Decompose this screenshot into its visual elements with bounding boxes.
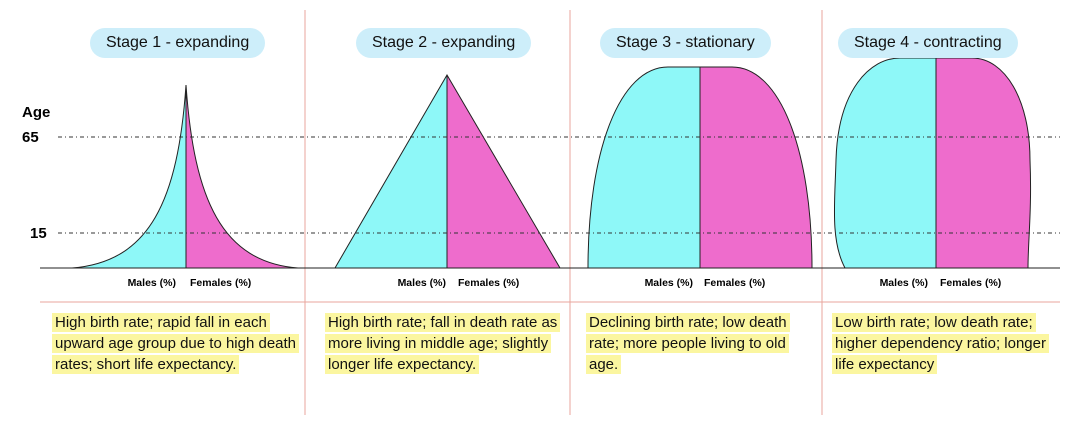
axis-label: Age (22, 104, 50, 121)
males-label: Males (%) (398, 277, 446, 289)
pyramid-1 (71, 84, 299, 269)
females-label: Females (%) (940, 277, 1001, 289)
text: Declining birth rate; low death rate; mo… (586, 313, 790, 374)
stage-title: Stage 4 - contracting (838, 28, 1018, 58)
text: High birth rate; fall in death rate as m… (325, 313, 561, 374)
stage-description: High birth rate; rapid fall in each upwa… (52, 312, 300, 375)
females-label: Females (%) (704, 277, 765, 289)
stage-title: Stage 1 - expanding (90, 28, 266, 58)
stage-title: Stage 2 - expanding (356, 28, 532, 58)
text: Low birth rate; low death rate; higher d… (832, 313, 1049, 374)
males-label: Males (%) (880, 277, 928, 289)
females-label: Females (%) (190, 277, 251, 289)
males-label: Males (%) (645, 277, 693, 289)
tick-label: 15 (30, 225, 47, 242)
tick-label: 65 (22, 129, 39, 146)
guides (40, 136, 1060, 269)
stage-title: Stage 3 - stationary (600, 28, 771, 58)
males-label: Males (%) (128, 277, 176, 289)
females-label: Females (%) (458, 277, 519, 289)
pyramid-3 (587, 66, 813, 269)
stage-description: Low birth rate; low death rate; higher d… (832, 312, 1067, 375)
separators (40, 10, 1060, 415)
pyramid-4 (833, 57, 1032, 269)
stage-description: High birth rate; fall in death rate as m… (325, 312, 570, 375)
pyramid-2 (334, 74, 561, 269)
stage-description: Declining birth rate; low death rate; mo… (586, 312, 801, 375)
text: High birth rate; rapid fall in each upwa… (52, 313, 300, 374)
